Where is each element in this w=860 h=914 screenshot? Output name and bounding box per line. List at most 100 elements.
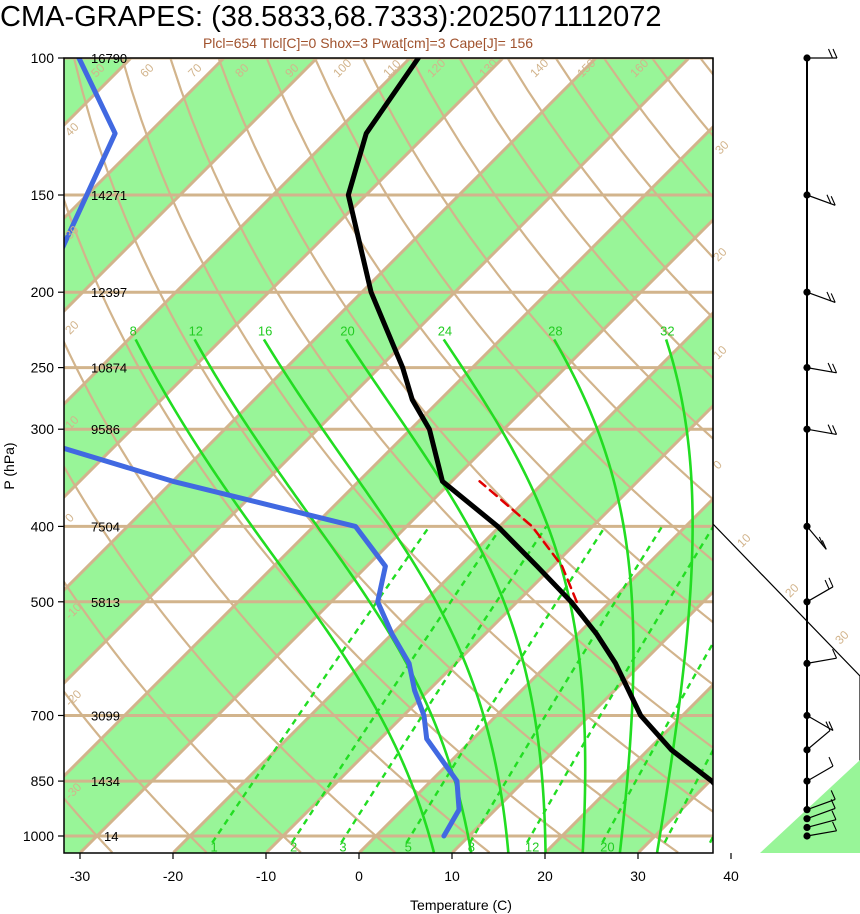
- x-tick-label: 0: [355, 868, 363, 884]
- dry-adiabat: [265, 58, 713, 624]
- wind-point: [803, 777, 811, 785]
- y-axis-label: P (hPa): [1, 442, 17, 489]
- height-label: 5813: [91, 595, 120, 610]
- moist-adiabat: [553, 338, 635, 853]
- dry-adiabat: [64, 690, 208, 853]
- mixing-ratio-label: 12: [525, 839, 539, 854]
- wind-barb: [806, 714, 834, 732]
- mixing-ratio-lines: [211, 525, 713, 844]
- moist-adiabat: [442, 338, 587, 853]
- mixing-ratio-line: [340, 525, 548, 844]
- moist-adiabat: [345, 338, 547, 853]
- moist-adiabat-label: 24: [438, 323, 452, 338]
- y-tick-label: 250: [31, 360, 55, 376]
- y-tick-label: 100: [31, 50, 55, 66]
- wind-flag: [830, 790, 836, 800]
- x-tick-label: 40: [723, 868, 739, 884]
- theta-label: 70: [185, 61, 205, 81]
- theta-label: 30: [712, 138, 732, 158]
- dry-adiabat: [748, 58, 860, 852]
- isotherm-line: [358, 496, 713, 853]
- wind-flag: [821, 540, 827, 550]
- moist-adiabat-label: 12: [189, 323, 203, 338]
- height-label: 10874: [91, 361, 127, 376]
- isotherm-line: [732, 58, 860, 852]
- wind-point: [803, 806, 811, 814]
- y-tick-label: 400: [31, 518, 55, 534]
- moist-adiabat-label: 32: [660, 323, 674, 338]
- x-tick-label: -20: [163, 868, 183, 884]
- theta-label: -20: [62, 687, 84, 709]
- moist-adiabat: [655, 339, 694, 853]
- dry-adiabat-lines: [64, 58, 860, 853]
- wind-barb: [806, 765, 834, 782]
- mixing-ratio-label: 1: [210, 839, 217, 854]
- wind-flag: [828, 756, 834, 767]
- dry-adiabat: [121, 58, 713, 813]
- x-tick-label: 20: [537, 868, 553, 884]
- x-tick-label: 30: [630, 868, 646, 884]
- wind-flag: [831, 810, 837, 820]
- isotherm-line: [172, 310, 713, 853]
- isotherm-line: [64, 58, 598, 593]
- wind-barb: [806, 798, 836, 811]
- theta-label: 60: [137, 61, 157, 81]
- moist-adiabat: [262, 338, 510, 853]
- dry-adiabat: [64, 196, 585, 853]
- moist-adiabat-label: 8: [130, 323, 137, 338]
- y-tick-label: 700: [31, 707, 55, 723]
- wind-flag: [824, 579, 830, 590]
- wind-barb: [806, 428, 837, 436]
- moist-adiabat-label: 20: [340, 323, 354, 338]
- theta-label: 10: [734, 531, 754, 551]
- parcel-line: [478, 480, 578, 604]
- x-tick-label: 10: [444, 868, 460, 884]
- mixing-ratio-label: 8: [468, 839, 475, 854]
- wind-barb: [806, 807, 836, 820]
- dry-adiabat: [362, 58, 713, 501]
- dry-adiabat: [64, 339, 491, 853]
- height-label: 3099: [91, 708, 120, 723]
- y-tick-label: 150: [31, 187, 55, 203]
- dry-adiabat: [64, 580, 302, 853]
- y-tick-label: 300: [31, 421, 55, 437]
- dry-adiabat: [72, 58, 679, 853]
- wind-flag: [832, 48, 838, 59]
- isobar-isotherm-grid: [64, 58, 860, 853]
- wind-point: [803, 823, 811, 832]
- x-tick-label: -10: [256, 868, 276, 884]
- mixing-ratio-label: 2: [290, 839, 297, 854]
- wind-flag: [827, 48, 834, 59]
- dry-adiabat: [313, 58, 713, 562]
- isotherm-line: [64, 124, 713, 779]
- x-tick-label: -30: [70, 868, 90, 884]
- moist-adiabat-label: 28: [548, 323, 562, 338]
- wind-flag: [832, 648, 838, 659]
- wind-flag: [828, 577, 834, 588]
- y-tick-label: 1000: [23, 828, 54, 844]
- dry-adiabat: [217, 58, 713, 686]
- sounding-series: [64, 58, 713, 839]
- theta-label: 20: [782, 581, 802, 601]
- wind-flag: [827, 362, 833, 373]
- wind-point: [803, 598, 811, 606]
- wind-band: [760, 760, 860, 853]
- dry-adiabat: [699, 58, 713, 76]
- height-label: 12397: [91, 285, 127, 300]
- dewpoint-line: [64, 58, 462, 839]
- wind-barb: [806, 830, 837, 837]
- wind-flag: [828, 721, 834, 731]
- wind-barb: [806, 586, 834, 603]
- wind-panel-outline: [712, 58, 860, 853]
- wind-point: [803, 659, 811, 668]
- wind-profile: [712, 48, 860, 853]
- temperature-line: [345, 58, 713, 787]
- mixing-ratio-label: 3: [339, 839, 346, 854]
- height-label: 1434: [91, 774, 120, 789]
- wind-barb: [806, 730, 831, 751]
- chart-title: CMA-GRAPES: (38.5833,68.7333):2025071112…: [0, 1, 662, 33]
- mixing-ratio-line: [405, 525, 607, 844]
- y-tick-label: 500: [31, 594, 55, 610]
